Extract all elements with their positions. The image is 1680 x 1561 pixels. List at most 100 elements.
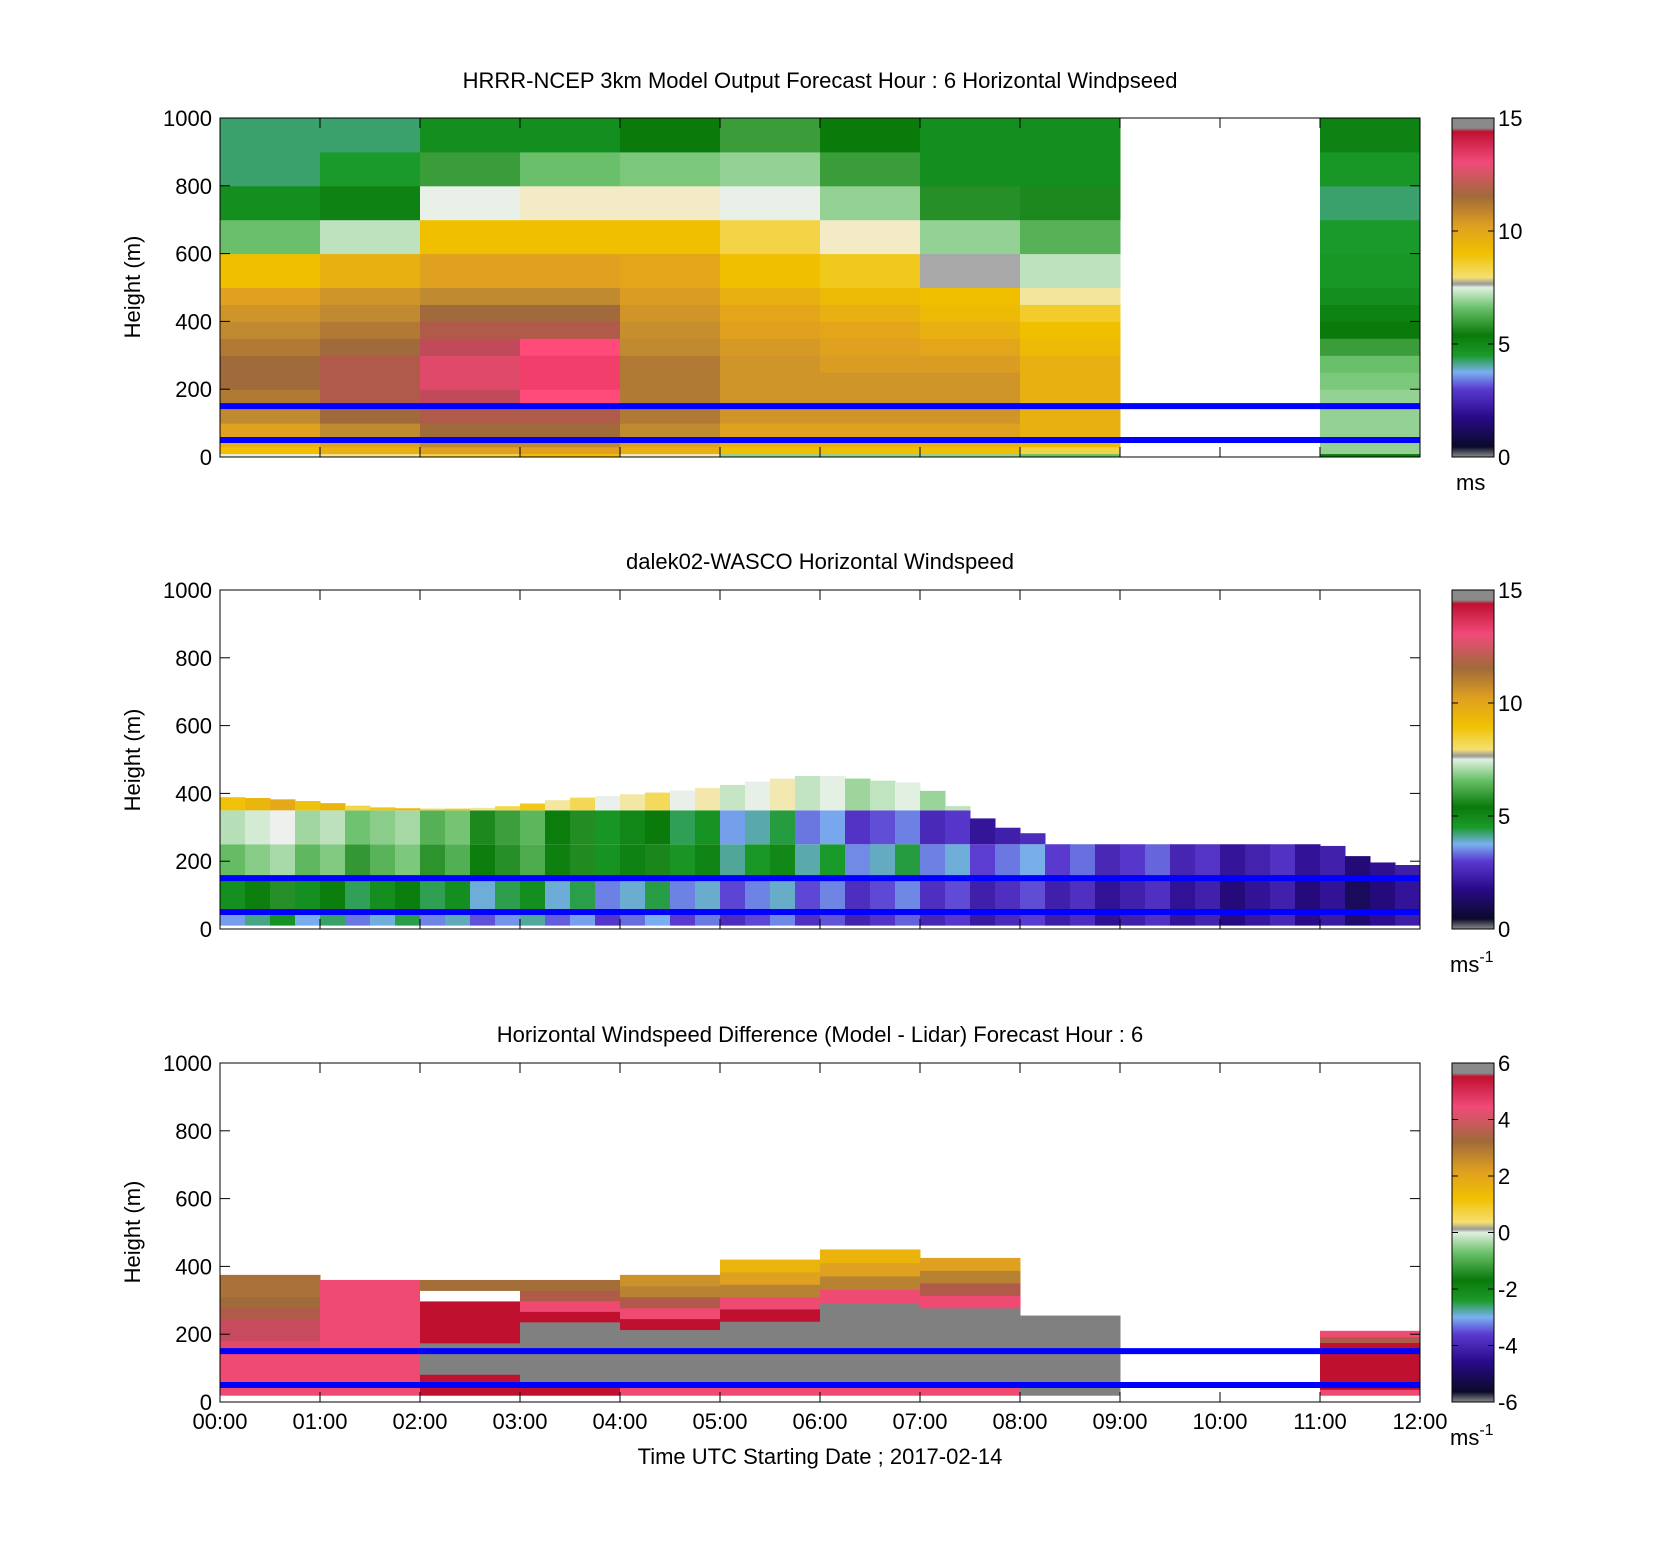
y-tick-label: 200 [175,1322,212,1347]
heatmap-cell [670,912,696,926]
heatmap-cell [320,1279,421,1291]
heatmap-cell [1320,185,1421,221]
reference-lines [220,875,1420,916]
heatmap-cell [820,453,921,458]
heatmap-cell [520,446,621,455]
heatmap-cell [795,810,821,845]
heatmap-cell [820,151,921,187]
heatmap-cell [320,810,346,845]
heatmap-cell [220,406,321,424]
heatmap-cell [520,453,621,458]
heatmap-cell [920,810,946,845]
heatmap-cell [1170,878,1196,913]
heatmap-cell [420,253,521,288]
heatmap-cell [1020,1359,1121,1367]
heatmap-cell [870,810,896,845]
heatmap-cell [795,878,821,913]
x-tick-label: 02:00 [392,1409,447,1434]
heatmap-cell [545,878,571,913]
heatmap-cell [420,185,521,221]
heatmap-cell [720,810,746,845]
y-axis-ticks: 0 200 400 600 800 1000 [163,1051,1420,1415]
heatmap-cell [1195,878,1221,913]
heatmap-cell [1320,423,1421,438]
heatmap-cell [970,878,996,913]
x-axis-ticks: 00:00 01:00 02:00 03:00 04:00 05:00 06:00 07:00… [192,1063,1448,1434]
x-tick-label: 09:00 [1092,1409,1147,1434]
heatmap-cell [520,844,546,879]
heatmap-cell [920,287,1021,305]
heatmap-cell [420,372,521,390]
x-tick-label: 11:00 [1293,1409,1346,1434]
heatmap-cell [620,794,646,811]
heatmap-cell [920,1320,1021,1334]
x-tick-label: 06:00 [792,1409,847,1434]
heatmap-cell [920,1357,1021,1371]
heatmap-cell [270,799,296,811]
heatmap-cell [320,321,421,339]
heatmap-cell [770,810,796,845]
heatmap-cell [595,912,621,926]
heatmap-cell [620,151,721,187]
colorbar-tick-label: 5 [1498,332,1510,357]
heatmap-cell [1320,878,1346,913]
heatmap-cell [445,808,471,811]
colorbar-unit-base: ms [1450,952,1479,977]
heatmap-cell [645,878,671,913]
heatmap-cell [420,810,446,845]
heatmap-cell [820,338,921,356]
heatmap-cell [970,912,996,926]
heatmap-cell [620,1373,721,1385]
heatmap-cell [395,808,421,811]
heatmap-cell [720,1370,821,1384]
heatmap-cell [1020,912,1046,926]
heatmap-cell [1020,844,1046,879]
heatmap-cell [920,253,1021,288]
heatmap-cell [920,446,1021,455]
heatmap-cell [820,253,921,288]
heatmap-cell [720,1296,821,1310]
heatmap-cell [420,1321,521,1333]
heatmap-cell [320,355,421,373]
colorbar [1451,117,1495,458]
heatmap-cell [1020,321,1121,339]
heatmap-cell [220,338,321,356]
heatmap-cell [1095,912,1121,926]
heatmap-cell [945,844,971,879]
heatmap-cell [320,878,346,913]
heatmap-cell [1245,912,1271,926]
heatmap-cell [320,423,421,438]
heatmap-cell [220,1340,321,1352]
colorbar-ticks: 0 5 10 15 [1452,106,1522,470]
heatmap-cell [720,118,821,153]
heatmap-cell [570,912,596,926]
colorbar-tick-label: 0 [1498,917,1510,942]
heatmap-cell [420,1374,521,1386]
heatmap-cell [620,810,646,845]
heatmap-cell [1220,878,1246,913]
colorbar-ticks: -6 -4 -2 0 2 4 6 [1452,1051,1518,1415]
heatmap-cell [220,878,246,913]
heatmap-cell [1220,912,1246,926]
heatmap-cell [1295,912,1321,926]
colorbar-ticks: 0 5 10 15 [1452,578,1522,942]
heatmap-cell [795,912,821,926]
heatmap-cell [520,219,621,255]
heatmap-cell [570,878,596,913]
heatmap-cell [220,1285,321,1298]
heatmap-cell [720,1358,821,1372]
colorbar-tick-label: 4 [1498,1108,1510,1133]
heatmap-cell [420,355,521,373]
heatmap-cell [1145,878,1171,913]
heatmap-cell [520,803,546,811]
heatmap-cell [320,1374,421,1386]
heatmap-cell [570,844,596,879]
heatmap-cell [445,878,471,913]
heatmap-cell [1320,321,1421,339]
heatmap-cell [1020,446,1121,455]
heatmap-cell [520,185,621,221]
heatmap-cell [345,810,371,845]
y-tick-label: 0 [200,1390,212,1415]
heatmap-cell [570,810,596,845]
heatmap-cell [720,1308,821,1322]
